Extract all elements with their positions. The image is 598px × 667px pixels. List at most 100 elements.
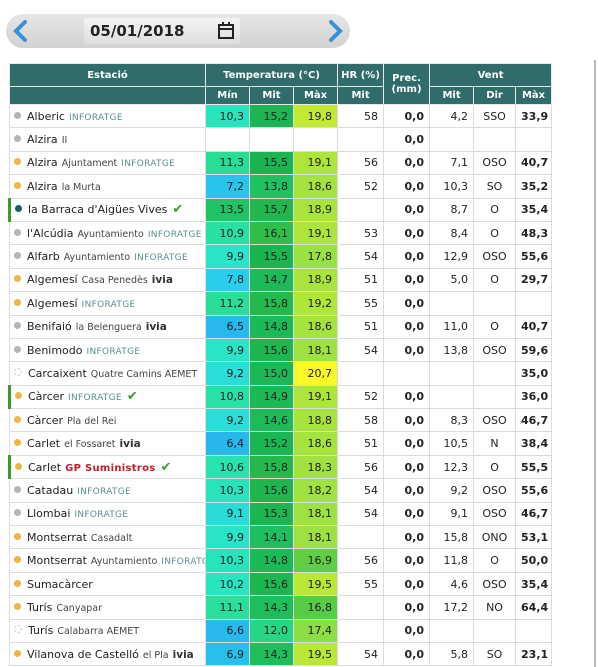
network-brand: INFORATGE [81,299,136,310]
value-cell: 8,3 [429,408,475,433]
station-cell: Alberic INFORATGE [9,103,206,129]
status-dot [14,649,21,657]
value-cell: 13,8 [249,174,294,199]
value-cell: 6,4 [205,431,250,456]
value-cell: 15,6 [249,337,294,363]
stations-table: Estació Temperatura (°C) HR (%) Prec. (m… [8,63,553,667]
station-row: Carcaixent Quatre Camins AEMET 9,2 15,0 20,7… [9,361,553,386]
station-row: l'Alcúdia Ayuntamiento INFORATGE 10,9 16,1 19… [9,220,553,246]
value-cell: 51 [337,267,385,293]
date-navigator: 05/01/2018 [6,14,350,48]
subheader-cell: Dir [473,86,517,105]
value-cell: 15,8 [249,291,294,316]
value-cell [515,618,553,643]
station-name: Turís [27,600,53,614]
value-cell: 13,8 [429,337,475,363]
station-name: Alzira [27,133,58,147]
station-cell: l'Alcúdia Ayuntamiento INFORATGE [9,220,206,246]
subheader-cell: Mit [249,86,294,105]
value-cell: 52 [337,384,385,410]
value-cell: 55,6 [515,244,553,269]
date-input[interactable]: 05/01/2018 [84,18,240,44]
value-cell [473,361,517,386]
value-cell: 10,2 [205,571,250,597]
value-cell: 46,7 [515,501,553,527]
value-cell: 35,2 [515,174,553,199]
value-cell: 35,4 [515,197,553,222]
status-dot [14,158,21,166]
value-cell: 40,7 [515,314,553,339]
value-cell: 53 [337,220,385,246]
value-cell [473,291,517,316]
value-cell: 18,3 [292,454,339,480]
station-row: Alzira la Murta 7,2 13,8 18,6 52 0,0 10,3 SO 35,2 [9,174,553,199]
value-cell: 9,2 [205,361,250,386]
station-detail: Canyapar [56,602,103,614]
value-cell: 16,9 [292,548,339,573]
value-cell: 0,0 [383,571,431,597]
station-detail: Calabarra AEMET [57,626,140,638]
value-cell: 0,0 [383,197,431,222]
value-cell: O [473,314,517,339]
value-cell: 0,0 [383,408,431,433]
network-brand: ivia [172,648,194,661]
value-cell [515,291,553,316]
value-cell: 18,8 [292,408,339,433]
network-brand: INFORATGE [134,253,188,264]
value-cell: 14,6 [249,408,294,433]
value-cell [205,127,250,152]
value-cell: O [473,267,517,293]
value-cell: 33,9 [515,103,553,129]
value-cell: 35,0 [515,361,553,386]
value-cell: SO [473,174,517,199]
station-row: Benimodo INFORATGE 9,9 15,6 18,1 54 0,0 13,8 OSO… [9,337,553,363]
value-cell: OSO [473,150,517,176]
station-cell: Carlet el Fossaret ivia [9,431,206,456]
value-cell: 0,0 [383,548,431,573]
value-cell: 58 [337,408,385,433]
value-cell: 16,1 [249,220,294,246]
value-cell: OSO [473,244,517,269]
station-name: Carcaixent [28,366,87,380]
value-cell: 12,3 [429,454,475,480]
value-cell: 54 [337,244,385,269]
station-cell: Benifaió la Belenguera ivia [9,314,206,339]
value-cell: 10,5 [429,431,475,456]
station-name: Carlet [28,460,62,474]
value-cell: 10,3 [205,478,250,503]
value-cell: 15,5 [249,150,294,176]
value-cell: O [473,454,517,480]
value-cell: 0,0 [383,431,431,456]
value-cell: 10,6 [205,454,250,480]
value-cell: 15,5 [249,244,294,269]
header-cell: Temperatura (°C) [204,63,339,87]
station-cell: Alzira II [9,127,206,152]
value-cell: OSO [473,478,517,503]
status-dot [14,322,21,330]
station-row: Catadau INFORATGE 10,3 15,6 18,2 54 0,0 9,2 OSO 5… [9,478,553,503]
calendar-icon[interactable] [218,22,234,39]
value-cell: 16,8 [292,595,339,620]
value-cell [383,361,431,386]
value-cell: 9,1 [429,501,475,527]
value-cell: 0,0 [383,244,431,269]
value-cell: 0,0 [383,618,431,643]
prev-day-button[interactable] [10,20,32,42]
value-cell: 7,8 [205,267,250,293]
status-dot [14,625,22,634]
station-cell: Carlet GP Suministros ✔ [8,454,206,480]
value-cell: 53,1 [515,525,553,550]
station-row: Sumacàrcer 10,2 15,6 19,5 55 0,0 4,6 OSO 35,4 [9,571,553,597]
value-cell: 55 [337,291,385,316]
station-name: Càrcer [28,390,65,404]
next-day-button[interactable] [324,20,346,42]
value-cell: N [473,431,517,456]
station-name: Catadau [27,483,74,497]
value-cell: 54 [337,641,385,667]
value-cell [429,291,475,316]
value-cell [515,127,553,152]
station-name: Benimodo [27,343,83,357]
status-dot [14,556,21,564]
value-cell [337,361,385,386]
station-cell: Alzira Ajuntament INFORATGE [9,150,206,176]
